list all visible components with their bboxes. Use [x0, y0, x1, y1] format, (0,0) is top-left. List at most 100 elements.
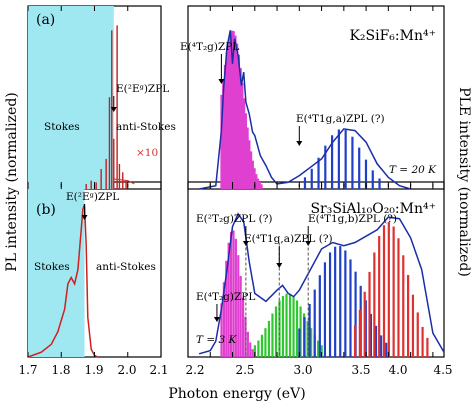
ple-bar-red [411, 294, 415, 357]
ple-bar-blue [334, 246, 337, 357]
ple-bar-green [299, 306, 302, 357]
annotation-b-3: E(⁴T1g,b)ZPL (?) [308, 213, 397, 225]
ple-bar-blue [344, 130, 347, 189]
spectra-lines [27, 25, 445, 358]
ple-bar-blue [310, 168, 313, 189]
ple-bar-magenta [251, 160, 254, 189]
annotation-a-2: E(⁴T1g,a)ZPL (?) [296, 113, 385, 125]
ple-bar-green [317, 340, 320, 357]
ple-bar-blue [328, 252, 332, 357]
ple-bar-green [267, 320, 271, 357]
x-tick-label: 4.0 [388, 363, 407, 377]
shaded-regions [28, 6, 114, 357]
x-tick-label: 2.1 [149, 363, 168, 377]
ple-bar-green [292, 296, 295, 357]
ple-bar-magenta [229, 34, 232, 189]
x-tick-label: 2.5 [235, 363, 254, 377]
ple-bar-green [271, 313, 274, 357]
ple-bar-magenta [227, 41, 230, 189]
ple-bar-red [378, 236, 381, 357]
x-axis-label: Photon energy (eV) [168, 386, 305, 402]
annotation-arrow-a1-head [218, 79, 225, 84]
ple-bar-red [421, 326, 424, 357]
ple-bar-magenta [241, 82, 244, 189]
y-axis-label-right: PLE intensity (normalized) [456, 87, 472, 277]
ple-bar-red [358, 309, 361, 357]
ple-bar-magenta [239, 68, 242, 189]
ple-bar-red [368, 271, 371, 357]
annotation-arrow-b4-head [213, 317, 220, 322]
antistokes-label-b: anti-Stokes [96, 261, 156, 273]
ple-curve-a [198, 30, 411, 190]
stokes-shade [28, 6, 114, 189]
ple-bar-blue [364, 159, 368, 189]
ple-bar-magenta [260, 184, 263, 189]
ple-bar-red [416, 312, 419, 357]
x-tick-labels: 1.7 1.8 1.9 2.0 2.1 2.2 2.5 3.0 3.5 4.0 … [18, 363, 452, 377]
ple-bar-magenta [223, 64, 227, 189]
x-tick-label: 3.0 [293, 363, 312, 377]
ple-bar-red [363, 291, 366, 357]
panel-label-a: (a) [36, 12, 55, 28]
ple-bar-blue [380, 335, 383, 357]
annotation-a-1: E(⁴T₂g)ZPL [180, 41, 239, 53]
ple-bar-magenta [227, 242, 230, 357]
ple-bar-blue [371, 170, 374, 189]
annotation-b-1: E(²T₂g)ZPL (?) [196, 213, 273, 225]
panel-label-b: (b) [36, 202, 56, 218]
ple-bar-green [306, 320, 309, 357]
ple-bar-magenta [234, 35, 237, 189]
x-tick-label: 1.8 [51, 363, 70, 377]
ple-bar-magenta [234, 238, 237, 357]
compound-label-b: Sr₃SiAl₁₀O₂₀:Mn⁴⁺ [310, 201, 436, 217]
frame-right-a [187, 5, 445, 190]
annotation-arrow-b2-head [276, 263, 283, 268]
ple-bar-blue [374, 325, 378, 357]
annotation-arrow-b1-head [242, 241, 249, 246]
temperature-label-b: T = 3 K [196, 334, 237, 346]
antistokes-label-a: anti-Stokes [116, 121, 176, 133]
ple-bar-magenta [241, 297, 245, 357]
ple-bar-magenta [246, 331, 249, 357]
pl-x10-trace [114, 178, 135, 185]
x-tick-label: 3.5 [351, 363, 370, 377]
x-tick-label: 1.7 [18, 363, 37, 377]
compound-label-a: K₂SiF₆:Mn⁴⁺ [349, 28, 436, 44]
zpl-arrow-b-head [81, 215, 88, 220]
ple-bar-magenta [258, 181, 261, 189]
x-tick-label: 4.5 [433, 363, 452, 377]
ple-bar-magenta [250, 151, 253, 189]
ple-bar-magenta [244, 113, 247, 189]
ple-bar-blue [354, 271, 357, 357]
ple-bar-magenta [225, 52, 228, 189]
x-tick-label: 2.2 [185, 363, 204, 377]
ple-bar-blue [337, 129, 340, 189]
ple-bar-green [264, 328, 267, 357]
ple-bar-magenta [249, 342, 252, 357]
ple-bar-magenta [237, 54, 241, 190]
ple-bar-blue [323, 262, 327, 357]
ple-bar-blue [298, 328, 301, 357]
ple-bar-blue [349, 259, 352, 357]
ple-bar-magenta [236, 43, 239, 189]
ple-bar-green [320, 345, 323, 357]
frame-right-b [187, 181, 445, 358]
ple-bar-magenta [248, 140, 251, 189]
ple-bar-magenta [220, 94, 223, 189]
ple-bar-magenta [230, 30, 234, 189]
ple-bar-red [402, 255, 405, 357]
ple-bar-blue [339, 246, 342, 357]
ple-bar-green [310, 328, 313, 357]
ple-bar-red [387, 221, 390, 357]
ple-bar-magenta [243, 98, 246, 189]
ple-bar-red [373, 252, 376, 357]
annotation-b-2: E(⁴T1g,a)ZPL (?) [244, 233, 333, 245]
ple-bar-magenta [256, 178, 260, 189]
ple-bar-blue [330, 135, 334, 189]
zpl-arrow-a-head [110, 107, 117, 112]
annotation-arrow-a2-head [296, 141, 303, 146]
ple-bar-green [257, 340, 260, 357]
stokes-label-b: Stokes [34, 261, 70, 273]
ple-bar-magenta [222, 79, 225, 189]
